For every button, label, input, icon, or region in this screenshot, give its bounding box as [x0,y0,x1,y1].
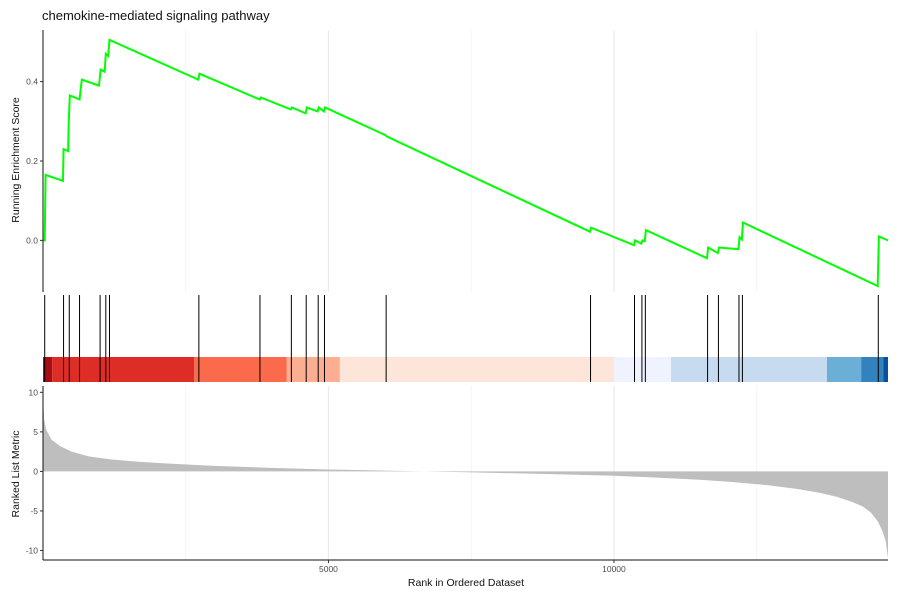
y-tick-label: 0.0 [26,235,38,245]
x-tick-label: 5000 [319,564,338,574]
heat-band-segment [339,357,614,382]
heat-band-segment [43,357,53,382]
y-axis-label-enrichment: Running Enrichment Score [10,97,22,223]
heat-band-segment [826,357,862,382]
heat-band-segment [671,357,827,382]
gene-hit-marks [44,295,879,382]
ranked-metric-area [43,396,888,559]
heat-band-segment [861,357,884,382]
x-tick-label: 10000 [602,564,626,574]
axes: 0.0 0.2 0.4 10 5 0 -5 -10 5000 10000 [26,30,888,574]
heat-band-segment [613,357,672,382]
y-tick-label: 0.2 [26,156,38,166]
y-tick-label: 5 [33,427,38,437]
heat-band [43,357,888,382]
x-axis-label: Rank in Ordered Dataset [408,577,524,589]
heat-band-segment [286,357,340,382]
heat-band-segment [883,357,888,382]
heat-band-segment [52,357,195,382]
y-tick-label: -5 [30,506,38,516]
y-axis-label-metric: Ranked List Metric [10,431,22,518]
grid-layer [185,30,758,560]
chart-title: chemokine-mediated signaling pathway [42,8,270,23]
heat-band-segment [194,357,287,382]
y-tick-label: 0 [33,466,38,476]
y-tick-label: 0.4 [26,77,38,87]
enrichment-score-line [43,38,889,288]
y-tick-label: -10 [26,546,39,556]
y-tick-label: 10 [29,387,39,397]
